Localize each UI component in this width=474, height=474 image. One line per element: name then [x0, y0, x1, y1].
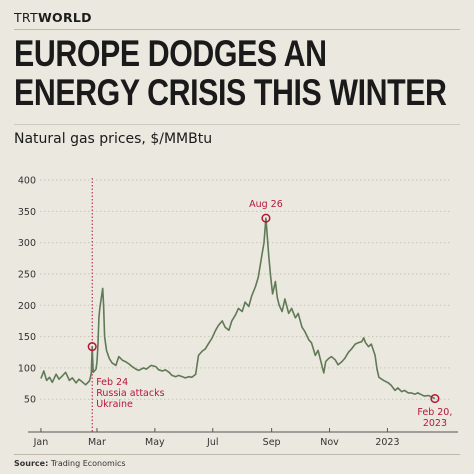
- annotation-label-feb20: Feb 20,: [417, 407, 452, 418]
- x-tick-label: Jan: [33, 437, 49, 448]
- y-tick-label: 150: [18, 332, 36, 343]
- x-tick-label: Sep: [263, 437, 281, 448]
- y-tick-label: 400: [18, 176, 36, 187]
- headline-line-2: ENERGY CRISIS THIS WINTER: [14, 72, 447, 113]
- y-tick-label: 350: [18, 207, 36, 218]
- x-tick-label: Mar: [88, 437, 106, 448]
- x-tick-label: May: [145, 437, 165, 448]
- annotation-label-aug26: Aug 26: [249, 199, 283, 210]
- x-tick-label: 2023: [375, 437, 399, 448]
- y-tick-label: 100: [18, 363, 36, 374]
- top-divider: [14, 29, 460, 30]
- bottom-divider: [14, 454, 460, 455]
- annotation-label-feb24: Russia attacks: [96, 388, 164, 399]
- annotation-label-feb24: Ukraine: [96, 399, 133, 410]
- source-label: Source:: [14, 459, 49, 468]
- trt-world-logo: TRTWORLD: [14, 10, 92, 25]
- annotation-marker-feb20: [430, 394, 440, 404]
- annotation-label-feb20: 2023: [423, 418, 447, 429]
- annotation-marker-aug26: [261, 213, 271, 223]
- price-series-line: [40, 217, 436, 400]
- x-tick-label: Jul: [206, 437, 218, 448]
- y-tick-label: 50: [24, 395, 36, 406]
- chart-subtitle: Natural gas prices, $/MMBtu: [14, 131, 213, 147]
- x-tick-label: Nov: [320, 437, 339, 448]
- annotation-marker-feb24: [87, 342, 97, 352]
- source-text: Trading Economics: [50, 459, 126, 468]
- y-tick-label: 200: [18, 301, 36, 312]
- y-tick-label: 300: [18, 238, 36, 249]
- y-tick-label: 250: [18, 269, 36, 280]
- annotation-label-feb24: Feb 24: [96, 377, 128, 388]
- headline-line-1: EUROPE DODGES AN: [14, 33, 327, 74]
- headline: EUROPE DODGES AN ENERGY CRISIS THIS WINT…: [14, 33, 447, 113]
- subtitle-divider: [14, 124, 460, 125]
- source-note: Source: Trading Economics: [14, 459, 126, 468]
